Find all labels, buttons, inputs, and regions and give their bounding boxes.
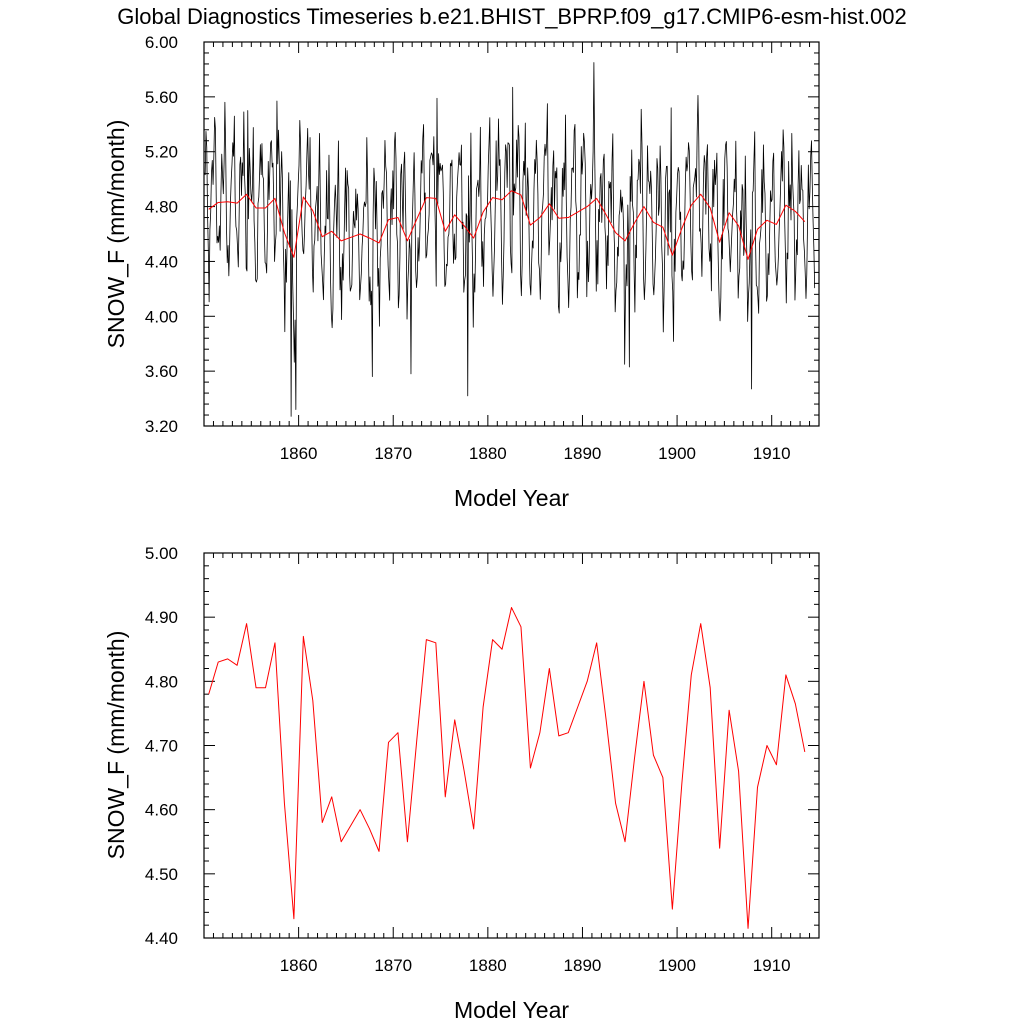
x-tick-label: 1890 bbox=[564, 444, 602, 463]
y-tick-label: 5.20 bbox=[145, 143, 178, 162]
y-tick-label: 4.70 bbox=[145, 737, 178, 756]
x-tick-label: 1870 bbox=[374, 956, 412, 975]
x-tick-label: 1890 bbox=[564, 956, 602, 975]
y-tick-label: 4.80 bbox=[145, 672, 178, 691]
panel-annual-tick-labels: 1860 1870 1880 1890 1900 1910 4.40 4.50 4.60 4.70… bbox=[145, 544, 791, 975]
y-tick-label: 4.40 bbox=[145, 252, 178, 271]
panel-annual-ylabel: SNOW_F (mm/month) bbox=[103, 631, 129, 860]
y-tick-label: 4.50 bbox=[145, 865, 178, 884]
x-tick-label: 1880 bbox=[469, 444, 507, 463]
panel-monthly-ylabel: SNOW_F (mm/month) bbox=[103, 120, 129, 349]
y-tick-label: 5.00 bbox=[145, 544, 178, 563]
panel-monthly-frame bbox=[203, 41, 820, 427]
panel-annual-xlabel: Model Year bbox=[454, 997, 569, 1023]
x-tick-label: 1900 bbox=[658, 444, 696, 463]
panel-monthly-ticks bbox=[203, 41, 820, 427]
x-tick-label: 1900 bbox=[658, 956, 696, 975]
y-tick-label: 6.00 bbox=[145, 33, 178, 52]
y-tick-label: 4.00 bbox=[145, 307, 178, 326]
y-tick-label: 3.20 bbox=[145, 417, 178, 436]
x-tick-label: 1860 bbox=[280, 956, 318, 975]
y-tick-label: 3.60 bbox=[145, 362, 178, 381]
figure-title: Global Diagnostics Timeseries b.e21.BHIS… bbox=[117, 4, 907, 29]
annual-series-line bbox=[208, 607, 806, 929]
x-tick-label: 1860 bbox=[280, 444, 318, 463]
y-tick-label: 4.80 bbox=[145, 198, 178, 217]
y-tick-label: 5.60 bbox=[145, 88, 178, 107]
panel-monthly-tick-labels: 1860 1870 1880 1890 1900 1910 3.20 3.60 4.00 4.40… bbox=[145, 33, 791, 463]
y-tick-label: 4.40 bbox=[145, 929, 178, 948]
y-tick-label: 4.90 bbox=[145, 608, 178, 627]
panel-monthly: 1860 1870 1880 1890 1900 1910 3.20 3.60 4.00 4.40… bbox=[103, 33, 820, 511]
annual-series-line bbox=[208, 190, 806, 260]
panel-annual-frame bbox=[203, 552, 820, 939]
x-tick-label: 1910 bbox=[753, 444, 791, 463]
panel-monthly-xlabel: Model Year bbox=[454, 485, 569, 511]
panel-annual: 1860 1870 1880 1890 1900 1910 4.40 4.50 4.60 4.70… bbox=[103, 544, 820, 1023]
panel-annual-series bbox=[208, 607, 806, 929]
x-tick-label: 1880 bbox=[469, 956, 507, 975]
monthly-series-line bbox=[204, 62, 816, 417]
x-tick-label: 1870 bbox=[374, 444, 412, 463]
x-tick-label: 1910 bbox=[753, 956, 791, 975]
panel-monthly-series bbox=[204, 62, 816, 417]
y-tick-label: 4.60 bbox=[145, 801, 178, 820]
